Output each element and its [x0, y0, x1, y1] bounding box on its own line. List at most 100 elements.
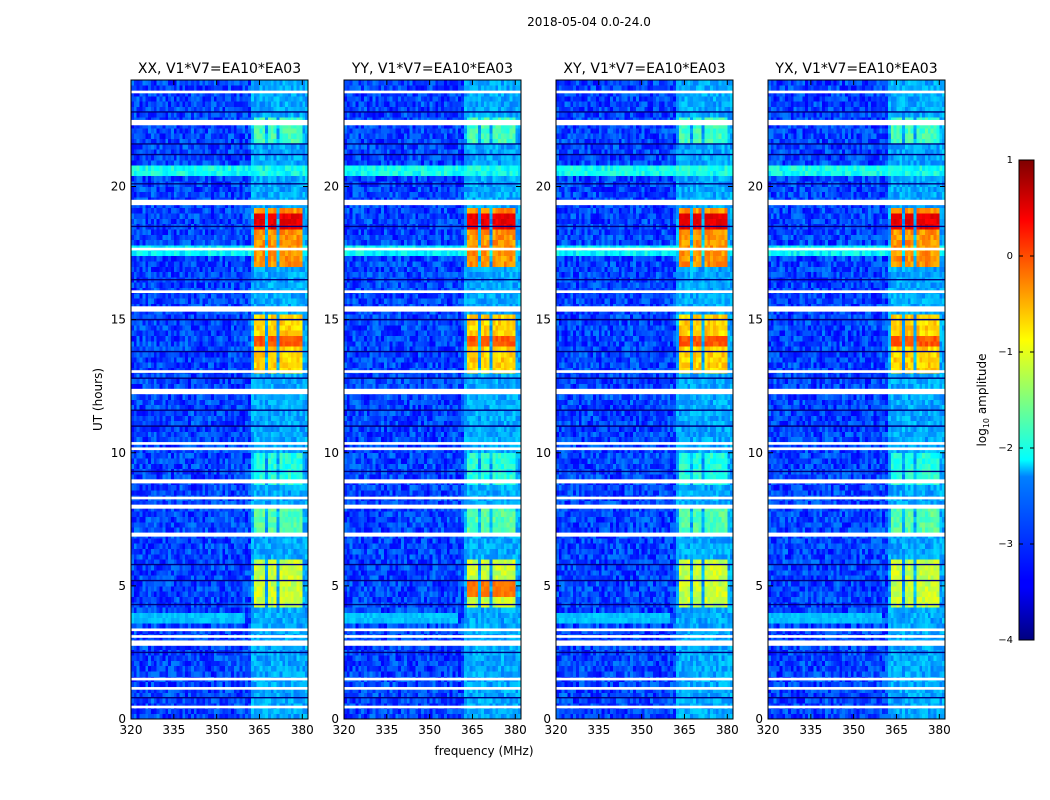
heatmap-cell: [185, 543, 189, 549]
heatmap-cell: [210, 170, 215, 177]
heatmap-cell: [210, 665, 215, 672]
heatmap-cell: [225, 516, 229, 523]
heatmap-cell: [242, 85, 246, 92]
heatmap-cell: [173, 521, 178, 528]
heatmap-cell: [182, 111, 186, 118]
heatmap-cell: [136, 218, 140, 225]
heatmap-cell: [230, 213, 235, 219]
heatmap-cell: [230, 628, 235, 635]
heatmap-cell: [142, 362, 146, 368]
heatmap-cell: [150, 447, 155, 454]
heatmap-cell: [233, 500, 238, 507]
heatmap-cell: [213, 553, 218, 560]
heatmap-cell: [233, 101, 238, 108]
heatmap-cell: [153, 410, 158, 416]
heatmap-cell: [230, 553, 235, 560]
heatmap-cell: [179, 420, 183, 427]
heatmap-cell: [228, 490, 232, 496]
heatmap-cell: [170, 372, 175, 379]
heatmap-cell: [179, 415, 183, 422]
heatmap-cell: [182, 138, 186, 145]
heatmap-cell: [170, 229, 175, 235]
heatmap-cell: [245, 500, 249, 507]
heatmap-cell: [219, 404, 223, 411]
heatmap-cell: [228, 623, 232, 629]
heatmap-cell: [219, 191, 223, 198]
heatmap-cell: [230, 607, 235, 613]
heatmap-cell: [168, 330, 172, 336]
heatmap-cell: [219, 85, 223, 92]
heatmap-cell: [196, 90, 200, 97]
heatmap-cell: [150, 660, 155, 667]
heatmap-cell: [136, 378, 140, 384]
heatmap-cell: [213, 149, 218, 155]
heatmap-cell: [225, 330, 229, 336]
heatmap-cell: [196, 463, 200, 470]
heatmap-cell: [142, 340, 146, 347]
heatmap-cell: [150, 644, 155, 651]
heatmap-cell: [210, 628, 215, 635]
heatmap-cell: [148, 591, 152, 597]
heatmap-cell: [213, 159, 218, 166]
heatmap-cell: [142, 138, 146, 145]
heatmap-cell: [162, 708, 166, 715]
heatmap-cell: [233, 447, 238, 454]
heatmap-cell: [150, 404, 155, 411]
heatmap-cell: [148, 85, 152, 92]
heatmap-cell: [199, 186, 203, 193]
heatmap-cell: [242, 186, 246, 193]
heatmap-cell: [230, 410, 235, 416]
heatmap-cell: [153, 383, 158, 390]
heatmap-cell: [182, 410, 186, 416]
heatmap-cell: [213, 346, 218, 352]
heatmap-cell: [236, 330, 240, 336]
heatmap-cell: [193, 330, 198, 336]
heatmap-cell: [170, 133, 175, 139]
heatmap-cell: [131, 298, 135, 305]
heatmap-cell: [202, 250, 206, 257]
heatmap-cell: [228, 271, 232, 278]
heatmap-cell: [148, 580, 152, 587]
heatmap-cell: [182, 585, 186, 592]
heatmap-cell: [162, 399, 166, 406]
heatmap-cell: [216, 500, 220, 507]
heatmap-cell: [185, 431, 189, 438]
heatmap-cell: [248, 559, 252, 565]
heatmap-cell: [168, 585, 172, 592]
heatmap-cell: [225, 452, 229, 459]
heatmap-cell: [142, 378, 146, 384]
heatmap-cell: [242, 133, 246, 139]
heatmap-cell: [202, 623, 206, 629]
heatmap-cell: [136, 681, 140, 688]
heatmap-cell: [159, 628, 163, 635]
heatmap-cell: [219, 580, 223, 587]
heatmap-cell: [168, 660, 172, 667]
heatmap-cell: [179, 229, 183, 235]
heatmap-cell: [245, 207, 249, 214]
heatmap-cell: [153, 607, 158, 613]
heatmap-cell: [131, 191, 135, 198]
heatmap-cell: [190, 106, 195, 113]
heatmap-cell: [193, 191, 198, 198]
heatmap-cell: [165, 319, 169, 326]
heatmap-cell: [136, 324, 140, 331]
heatmap-cell: [176, 511, 180, 518]
heatmap-cell: [230, 404, 235, 411]
heatmap-cell: [190, 170, 195, 177]
heatmap-cell: [153, 521, 158, 528]
heatmap-cell: [228, 175, 232, 182]
heatmap-cell: [139, 516, 143, 523]
heatmap-cell: [159, 511, 163, 518]
heatmap-cell: [133, 250, 138, 257]
heatmap-cell: [190, 420, 195, 427]
heatmap-cell: [136, 585, 140, 592]
heatmap-cell: [159, 612, 163, 619]
heatmap-cell: [185, 655, 189, 661]
heatmap-cell: [131, 165, 135, 171]
heatmap-cell: [150, 580, 155, 587]
heatmap-cell: [222, 431, 226, 438]
heatmap-cell: [148, 250, 152, 257]
heatmap-cell: [156, 133, 160, 139]
heatmap-cell: [156, 537, 160, 544]
heatmap-cell: [196, 149, 200, 155]
